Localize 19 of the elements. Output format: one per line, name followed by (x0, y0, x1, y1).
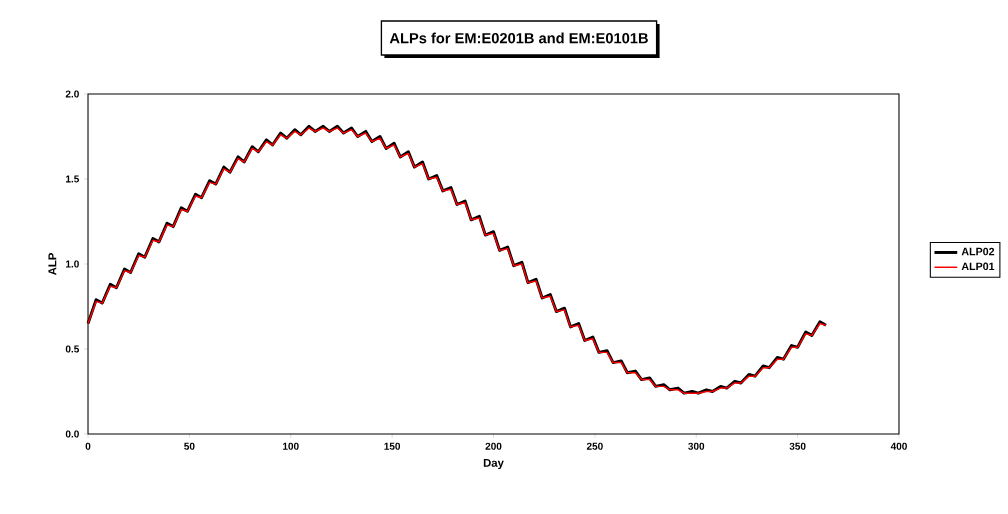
x-tick-label: 350 (789, 442, 806, 450)
x-tick-label: 400 (890, 442, 907, 450)
x-tick-label: 150 (384, 442, 401, 450)
x-axis-title: Day (483, 458, 504, 470)
x-tick-label: 250 (586, 442, 603, 450)
y-tick-label: 2.0 (65, 90, 79, 98)
y-tick-label: 1.5 (66, 175, 80, 183)
y-axis-title: ALP (48, 253, 57, 276)
chart-title: ALPs for EM:E0201B and EM:E0101B (389, 32, 648, 44)
x-tick-label: 100 (283, 442, 299, 450)
x-tick-label: 200 (485, 442, 502, 450)
y-tick-label: 0.5 (65, 345, 80, 353)
x-tick-label: 300 (688, 442, 705, 450)
legend-label: ALP01 (961, 262, 995, 271)
legend-label: ALP02 (961, 247, 995, 256)
x-tick-label: 50 (184, 442, 195, 450)
y-tick-label: 0.0 (65, 430, 79, 438)
x-tick-label: 0 (85, 442, 91, 450)
y-tick-label: 1.0 (66, 260, 79, 268)
